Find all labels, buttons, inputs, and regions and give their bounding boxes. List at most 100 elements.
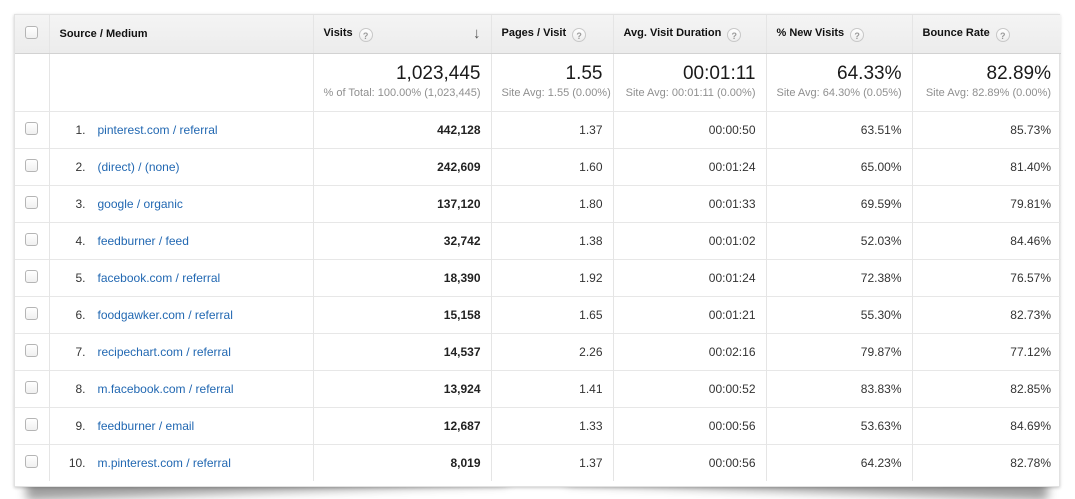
summary-visits-value: 1,023,445 [395,63,481,84]
table-row: 7. recipechart.com / referral 14,537 2.26… [15,332,1061,371]
table-body: 1. pinterest.com / referral 442,128 1.37 … [15,111,1061,481]
row-checkbox[interactable] [25,380,39,394]
column-header-bounce-rate[interactable]: Bounce Rate? [911,15,1061,54]
bounce-cell: 76.57% [911,258,1061,297]
summary-new-visits-cell: 64.33% Site Avg: 64.30% (0.05%) [765,53,912,112]
visits-cell: 13,924 [312,369,491,408]
row-rank: 2. [75,159,86,174]
pages-cell: 1.92 [490,258,613,297]
source-medium-link[interactable]: feedburner / email [97,418,195,433]
row-checkbox[interactable] [25,343,39,357]
new-visits-cell: 79.87% [765,332,912,371]
source-medium-link[interactable]: (direct) / (none) [97,159,180,174]
table-row: 2. (direct) / (none) 242,609 1.60 00:01:2… [15,147,1061,186]
help-icon[interactable]: ? [572,27,587,42]
summary-source-cell [48,53,313,112]
row-rank: 6. [75,307,86,322]
bounce-cell: 77.12% [911,332,1061,371]
source-medium-link[interactable]: google / organic [97,196,183,211]
visits-cell: 137,120 [312,184,491,223]
row-rank: 10. [68,455,86,470]
source-medium-link[interactable]: m.pinterest.com / referral [97,455,231,470]
visits-cell: 18,390 [312,258,491,297]
bounce-cell: 85.73% [911,111,1061,149]
column-label: Pages / Visit [501,26,567,39]
summary-pages-cell: 1.55 Site Avg: 1.55 (0.00%) [490,53,613,112]
visits-cell: 32,742 [312,221,491,260]
select-all-checkbox[interactable] [25,26,39,39]
duration-cell: 00:00:56 [612,406,766,445]
duration-cell: 00:01:33 [612,184,766,223]
row-rank: 1. [75,122,86,137]
row-checkbox[interactable] [25,121,39,135]
summary-pages-subtext: Site Avg: 1.55 (0.00%) [501,86,611,99]
source-medium-link[interactable]: recipechart.com / referral [97,344,231,359]
duration-cell: 00:01:02 [612,221,766,260]
column-label: Visits [323,26,353,39]
duration-cell: 00:00:52 [612,369,766,408]
pages-cell: 1.33 [490,406,613,445]
summary-visits-subtext: % of Total: 100.00% (1,023,445) [323,86,481,99]
column-header-visits[interactable]: Visits? ↓ [312,15,491,54]
row-rank: 8. [75,381,86,396]
column-label: Avg. Visit Duration [623,26,722,39]
column-label: Source / Medium [59,28,148,40]
column-header-source-medium[interactable]: Source / Medium [48,15,313,54]
row-checkbox[interactable] [25,269,39,283]
source-medium-link[interactable]: feedburner / feed [97,233,189,248]
summary-new-visits-subtext: Site Avg: 64.30% (0.05%) [776,86,902,99]
pages-cell: 1.41 [490,369,613,408]
pages-cell: 1.38 [490,221,613,260]
analytics-table-card: Source / Medium Visits? ↓ Pages / Visit?… [14,14,1061,487]
source-medium-link[interactable]: pinterest.com / referral [97,122,218,137]
bounce-cell: 81.40% [911,147,1061,186]
row-checkbox[interactable] [25,417,39,431]
new-visits-cell: 83.83% [765,369,912,408]
duration-cell: 00:01:24 [612,147,766,186]
analytics-table-card-shadow: Source / Medium Visits? ↓ Pages / Visit?… [14,14,1061,487]
help-icon[interactable]: ? [727,27,742,42]
summary-bounce-value: 82.89% [986,63,1051,84]
help-icon[interactable]: ? [850,27,865,42]
duration-cell: 00:01:24 [612,258,766,297]
summary-pages-value: 1.55 [565,63,603,84]
table-row: 9. feedburner / email 12,687 1.33 00:00:5… [15,406,1061,445]
column-header-new-visits[interactable]: % New Visits? [765,15,912,54]
column-header-pages-visit[interactable]: Pages / Visit? [490,15,613,54]
new-visits-cell: 55.30% [765,295,912,334]
new-visits-cell: 52.03% [765,221,912,260]
table-header: Source / Medium Visits? ↓ Pages / Visit?… [15,15,1061,54]
visits-cell: 12,687 [312,406,491,445]
row-checkbox[interactable] [25,158,39,172]
help-icon[interactable]: ? [995,27,1010,42]
visits-cell: 242,609 [312,147,491,186]
summary-row: 1,023,445 % of Total: 100.00% (1,023,445… [15,53,1061,112]
row-checkbox[interactable] [25,454,39,468]
new-visits-cell: 65.00% [765,147,912,186]
row-checkbox[interactable] [25,232,39,246]
row-rank: 3. [75,196,86,211]
new-visits-cell: 64.23% [765,443,912,481]
source-medium-link[interactable]: m.facebook.com / referral [97,381,234,396]
visits-cell: 15,158 [312,295,491,334]
duration-cell: 00:00:56 [612,443,766,481]
column-header-avg-visit-duration[interactable]: Avg. Visit Duration? [612,15,766,54]
summary-duration-value: 00:01:11 [682,63,756,84]
source-medium-link[interactable]: foodgawker.com / referral [97,307,233,322]
bounce-cell: 82.78% [911,443,1061,481]
table-row: 6. foodgawker.com / referral 15,158 1.65 … [15,295,1061,334]
bounce-cell: 79.81% [911,184,1061,223]
row-checkbox[interactable] [25,306,39,320]
visits-cell: 442,128 [312,111,491,149]
source-medium-link[interactable]: facebook.com / referral [97,270,221,285]
pages-cell: 1.65 [490,295,613,334]
help-icon[interactable]: ? [358,27,373,42]
row-checkbox[interactable] [25,195,39,209]
bounce-cell: 84.46% [911,221,1061,260]
source-medium-table: Source / Medium Visits? ↓ Pages / Visit?… [15,15,1061,481]
visits-cell: 8,019 [312,443,491,481]
bounce-cell: 82.85% [911,369,1061,408]
duration-cell: 00:02:16 [612,332,766,371]
pages-cell: 1.37 [490,111,613,149]
new-visits-cell: 72.38% [765,258,912,297]
